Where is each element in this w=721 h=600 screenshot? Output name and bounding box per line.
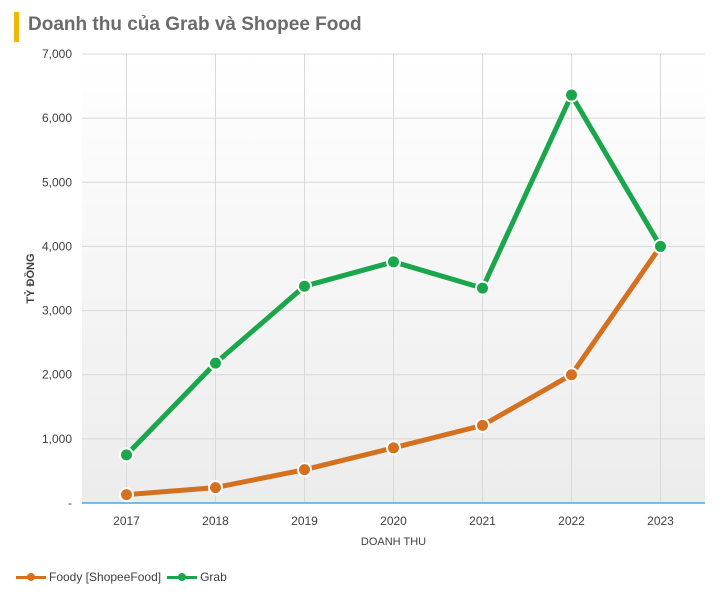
data-point-grab: [653, 238, 668, 254]
data-point-foody: [475, 417, 490, 433]
y-tick-label: 4,000: [42, 239, 72, 253]
y-tick-label: 2,000: [42, 368, 72, 382]
series-grab: [119, 87, 668, 463]
x-tick-label: 2021: [469, 514, 496, 528]
data-point-grab: [564, 87, 579, 103]
data-point-foody: [564, 367, 579, 383]
legend-swatch-grab: [167, 571, 198, 583]
legend-label-foody: Foody [ShopeeFood]: [49, 570, 162, 584]
legend-label-grab: Grab: [200, 570, 227, 584]
x-tick-label: 2023: [647, 514, 674, 528]
legend: Foody [ShopeeFood] Grab: [16, 570, 227, 584]
data-point-grab: [386, 254, 401, 270]
y-tick-label: 7,000: [42, 47, 72, 61]
data-point-foody: [386, 440, 401, 456]
data-point-grab: [119, 447, 134, 463]
data-point-foody: [119, 487, 134, 503]
y-tick-label: 6,000: [42, 111, 72, 125]
x-tick-label: 2017: [113, 514, 140, 528]
data-point-grab: [297, 278, 312, 294]
x-tick-label: 2022: [558, 514, 585, 528]
data-point-grab: [208, 355, 223, 371]
legend-item-grab: Grab: [167, 570, 227, 584]
y-tick-label: 3,000: [42, 304, 72, 318]
data-point-foody: [208, 480, 223, 496]
data-point-foody: [297, 462, 312, 478]
y-tick-label: 1,000: [42, 432, 72, 446]
series-foody: [119, 238, 668, 503]
legend-swatch-foody: [16, 571, 46, 583]
x-axis-label: DOANH THU: [361, 536, 426, 548]
chart-title: Doanh thu của Grab và Shopee Food: [28, 14, 362, 35]
y-tick-label: -: [68, 496, 72, 510]
x-tick-label: 2020: [380, 514, 407, 528]
x-tick-label: 2019: [291, 514, 318, 528]
x-tick-label: 2018: [202, 514, 229, 528]
legend-item-foody: Foody [ShopeeFood]: [16, 570, 161, 584]
data-point-grab: [475, 280, 490, 296]
line-chart: - 1,000 2,000 3,000 4,000 5,000 6,000 7,000 201…: [24, 47, 705, 548]
title-accent-bar: [14, 12, 19, 42]
y-tick-label: 5,000: [42, 175, 72, 189]
y-axis-label: TỶ ĐỒNG: [24, 253, 37, 303]
